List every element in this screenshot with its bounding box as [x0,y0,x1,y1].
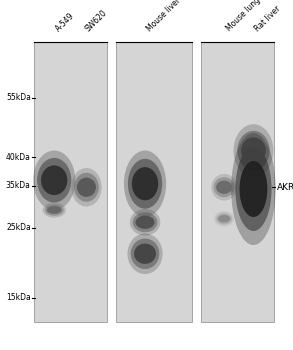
Text: 40kDa: 40kDa [6,153,31,162]
Ellipse shape [77,178,96,197]
Ellipse shape [214,211,234,226]
Ellipse shape [214,177,235,197]
Ellipse shape [231,133,276,245]
Ellipse shape [235,147,272,231]
Ellipse shape [124,150,166,217]
Ellipse shape [134,244,156,264]
Ellipse shape [135,216,155,229]
Ellipse shape [216,213,232,225]
Text: Mouse lung: Mouse lung [224,0,262,33]
Ellipse shape [74,173,99,202]
Ellipse shape [127,233,163,274]
FancyBboxPatch shape [34,42,107,322]
Ellipse shape [218,215,230,223]
Ellipse shape [130,209,160,236]
Text: 35kDa: 35kDa [6,181,31,190]
Ellipse shape [132,167,158,200]
Text: 55kDa: 55kDa [6,93,31,103]
Ellipse shape [42,202,66,218]
Text: SW620: SW620 [84,8,109,33]
Text: A-549: A-549 [54,11,76,33]
Text: AKR1C4: AKR1C4 [277,183,293,192]
Text: 25kDa: 25kDa [6,223,31,232]
Ellipse shape [47,206,62,214]
Ellipse shape [71,168,102,206]
Ellipse shape [37,158,71,203]
Ellipse shape [33,150,75,210]
Ellipse shape [241,138,266,164]
Ellipse shape [133,212,157,232]
Text: 15kDa: 15kDa [6,293,31,302]
Ellipse shape [211,174,237,201]
Text: Rat liver: Rat liver [253,4,283,33]
Ellipse shape [237,131,270,170]
Ellipse shape [240,161,268,217]
Ellipse shape [128,159,162,209]
Ellipse shape [131,239,159,269]
Ellipse shape [216,181,232,194]
Text: Mouse liver: Mouse liver [145,0,183,33]
Ellipse shape [234,124,273,177]
Ellipse shape [41,166,67,195]
Ellipse shape [45,204,64,216]
FancyBboxPatch shape [201,42,274,322]
FancyBboxPatch shape [116,42,192,322]
